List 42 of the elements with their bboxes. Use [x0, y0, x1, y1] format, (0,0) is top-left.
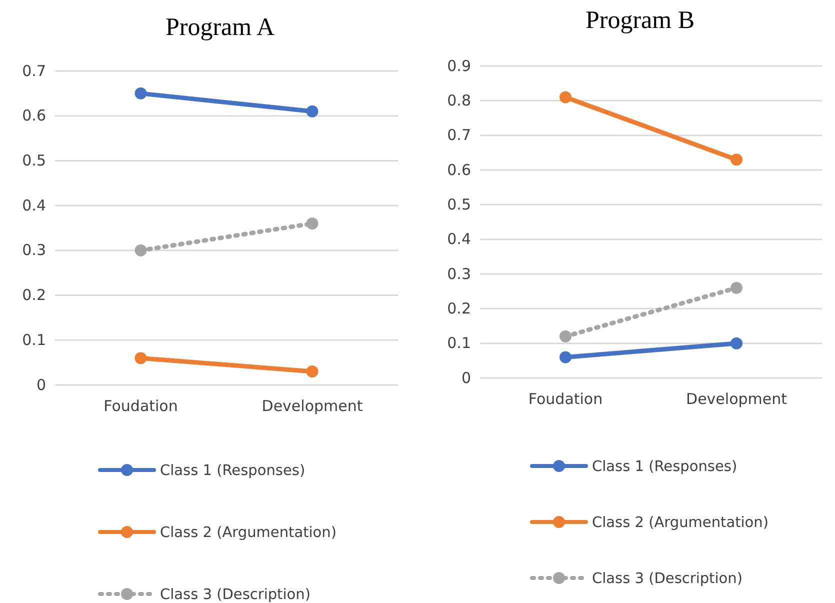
point	[730, 337, 742, 350]
point	[560, 91, 572, 104]
point	[134, 352, 147, 364]
y-tick-label: 0.1	[22, 330, 46, 349]
y-tick-label: 0.2	[447, 299, 471, 318]
legend-label: Class 1 (Responses)	[160, 463, 306, 479]
y-tick-label: 0.6	[22, 106, 46, 125]
y-tick-label: 0.3	[22, 241, 46, 260]
y-tick-label: 0.7	[447, 126, 471, 144]
point	[560, 330, 572, 342]
legend-label: Class 3 (Description)	[592, 571, 742, 587]
x-tick-label: Foudation	[528, 390, 603, 408]
y-tick-label: 0.9	[447, 56, 471, 75]
y-tick-label: 0.4	[22, 196, 46, 214]
legend-label: Class 2 (Argumentation)	[160, 525, 337, 541]
y-tick-label: 0	[461, 368, 471, 387]
y-tick-label: 0	[36, 376, 46, 394]
x-tick-label: Development	[262, 397, 363, 415]
chart-title: Program B	[585, 7, 695, 34]
y-tick-label: 0.5	[447, 195, 471, 214]
y-tick-label: 0.7	[22, 62, 46, 80]
y-tick-label: 0.2	[22, 286, 46, 304]
y-tick-label: 0.8	[447, 91, 471, 110]
y-tick-label: 0.3	[447, 264, 471, 283]
point	[560, 351, 572, 364]
chart-title: Program A	[165, 14, 275, 41]
point	[134, 87, 147, 100]
legend-label: Class 1 (Responses)	[592, 459, 738, 475]
point	[306, 105, 318, 118]
legend-label: Class 2 (Argumentation)	[592, 515, 769, 531]
y-tick-label: 0.5	[22, 152, 46, 170]
legend-label: Class 3 (Description)	[160, 587, 310, 603]
point	[134, 244, 147, 256]
x-tick-label: Foudation	[104, 397, 178, 415]
point	[730, 282, 742, 294]
y-tick-label: 0.4	[447, 230, 471, 248]
point	[306, 366, 318, 378]
point	[306, 218, 318, 230]
point	[730, 154, 742, 166]
y-tick-label: 0.1	[447, 334, 471, 352]
x-tick-label: Development	[686, 390, 788, 408]
y-tick-label: 0.6	[447, 160, 471, 179]
